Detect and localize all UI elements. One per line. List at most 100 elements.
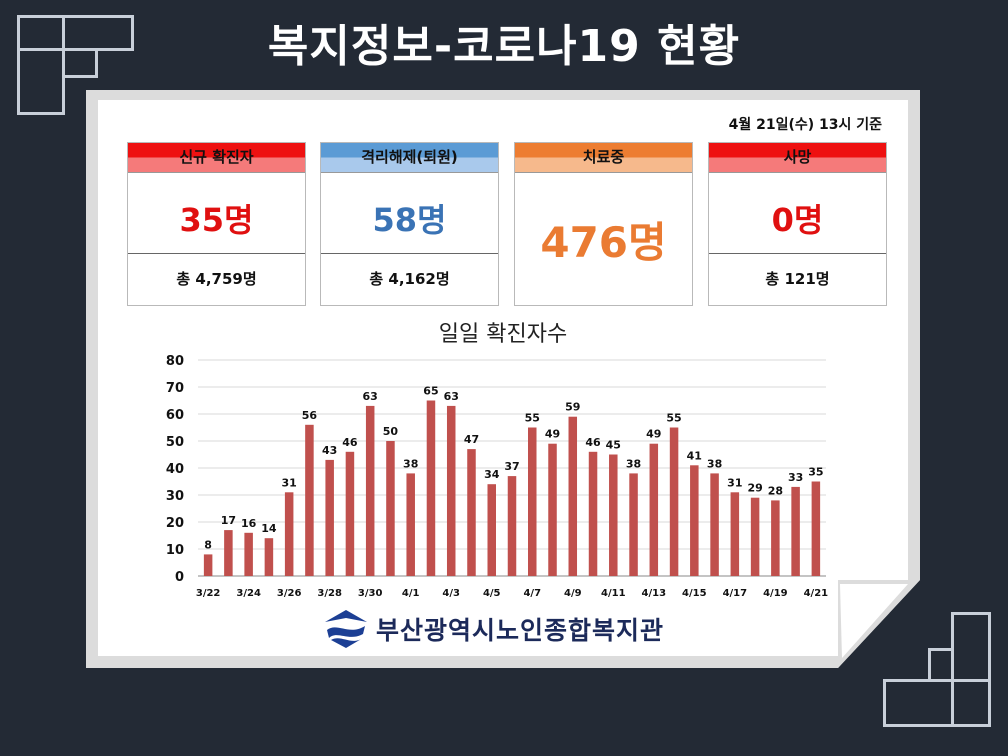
chart-title: 일일 확진자수 <box>438 322 568 347</box>
bar <box>244 532 253 576</box>
daily-cases-chart: 0 10 20 30 40 50 60 70 80 8 3/22 17 16 3/24 14 31 3/26 56… <box>166 354 829 599</box>
x-tick-label: 3/24 <box>236 588 261 599</box>
corner-decoration-bottom-right <box>951 679 991 727</box>
bar <box>771 500 780 576</box>
bar <box>325 459 334 576</box>
data-label: 29 <box>747 482 762 495</box>
x-tick-label: 4/19 <box>763 588 788 599</box>
card-total: 총 121명 <box>765 270 830 288</box>
data-label: 59 <box>565 401 580 414</box>
bar <box>305 424 314 576</box>
card-total: 총 4,759명 <box>176 270 257 288</box>
x-tick-label: 4/13 <box>642 588 667 599</box>
y-tick-label: 70 <box>166 381 184 396</box>
bar <box>649 443 659 576</box>
data-label: 37 <box>504 460 519 473</box>
bar <box>629 473 638 576</box>
x-tick-label: 4/21 <box>804 588 829 599</box>
bar <box>426 400 436 576</box>
bar <box>467 449 476 576</box>
y-tick-label: 40 <box>166 462 184 477</box>
x-tick-label: 4/9 <box>564 588 582 599</box>
data-label: 56 <box>302 409 318 422</box>
data-label: 43 <box>322 444 337 457</box>
bar <box>264 538 274 576</box>
corner-decoration-top-left <box>62 48 98 78</box>
card-released: 격리해제(퇴원) 58명 총 4,162명 <box>320 142 499 306</box>
bar <box>750 497 760 576</box>
x-tick-label: 4/11 <box>601 588 626 599</box>
bar <box>811 481 821 576</box>
bar <box>730 492 740 576</box>
card-value: 476명 <box>540 218 667 267</box>
bar <box>609 454 618 576</box>
bar <box>386 441 395 576</box>
corner-decoration-bottom-right <box>883 679 954 727</box>
card-label: 격리해제(퇴원) <box>321 143 498 173</box>
card-label: 신규 확진자 <box>128 143 305 173</box>
data-label: 31 <box>727 476 742 489</box>
data-label: 63 <box>363 390 378 403</box>
basis-date: 4월 21일(수) 13시 기준 <box>728 117 882 133</box>
data-label: 41 <box>687 449 702 462</box>
data-label: 28 <box>768 484 783 497</box>
x-tick-label: 3/28 <box>317 588 342 599</box>
x-tick-label: 4/17 <box>723 588 748 599</box>
card-in-treatment: 치료중 476명 <box>514 142 693 306</box>
data-label: 16 <box>241 517 257 530</box>
x-tick-label: 4/7 <box>523 588 541 599</box>
bar <box>284 492 294 576</box>
bar <box>710 473 719 576</box>
data-label: 65 <box>423 385 438 398</box>
content-panel: 4월 21일(수) 13시 기준 신규 확진자 35명 총 4,759명 격리해… <box>98 100 908 656</box>
y-tick-label: 80 <box>166 354 184 369</box>
bar <box>224 530 233 576</box>
card-divider <box>709 253 886 254</box>
data-label: 46 <box>342 436 358 449</box>
page-title: 복지정보-코로나19 현황 <box>267 21 741 72</box>
card-value: 35명 <box>179 201 254 239</box>
bar <box>791 486 800 576</box>
bar <box>507 476 517 576</box>
data-label: 38 <box>626 457 641 470</box>
org-logo-icon <box>325 610 367 648</box>
data-label: 38 <box>707 457 722 470</box>
data-label: 49 <box>545 428 560 441</box>
card-value: 0명 <box>771 201 824 239</box>
x-tick-label: 4/5 <box>483 588 501 599</box>
card-label: 치료중 <box>515 143 692 173</box>
data-label: 38 <box>403 457 418 470</box>
data-label: 8 <box>204 538 212 551</box>
data-label: 35 <box>808 466 823 479</box>
data-label: 49 <box>646 428 661 441</box>
x-tick-label: 4/15 <box>682 588 707 599</box>
bar <box>568 416 578 576</box>
y-tick-label: 30 <box>166 489 184 504</box>
bar <box>690 465 699 576</box>
x-tick-label: 4/1 <box>402 588 420 599</box>
card-value: 58명 <box>372 201 447 239</box>
data-label: 34 <box>484 468 500 481</box>
bar <box>365 405 375 576</box>
data-label: 33 <box>788 471 803 484</box>
card-divider <box>128 253 305 254</box>
bar <box>345 451 355 576</box>
card-label: 사망 <box>709 143 886 173</box>
data-label: 50 <box>383 425 399 438</box>
bar <box>548 443 557 576</box>
bar <box>588 451 598 576</box>
data-label: 31 <box>282 476 297 489</box>
data-label: 55 <box>525 412 540 425</box>
x-tick-label: 3/26 <box>277 588 302 599</box>
card-divider <box>321 253 498 254</box>
corner-decoration-bottom-right <box>928 648 954 682</box>
page-fold-decoration <box>838 580 920 668</box>
y-tick-label: 0 <box>175 570 184 585</box>
data-label: 63 <box>444 390 459 403</box>
card-deaths: 사망 0명 총 121명 <box>708 142 887 306</box>
x-tick-label: 3/22 <box>196 588 221 599</box>
x-tick-label: 4/3 <box>442 588 460 599</box>
bar <box>487 484 496 576</box>
card-new-cases: 신규 확진자 35명 총 4,759명 <box>127 142 306 306</box>
card-total: 총 4,162명 <box>369 270 450 288</box>
